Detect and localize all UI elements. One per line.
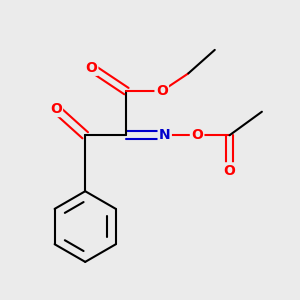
Text: O: O — [85, 61, 97, 75]
Text: O: O — [224, 164, 236, 178]
Text: N: N — [159, 128, 170, 142]
Text: O: O — [191, 128, 203, 142]
Text: O: O — [156, 84, 168, 98]
Text: O: O — [50, 102, 62, 116]
